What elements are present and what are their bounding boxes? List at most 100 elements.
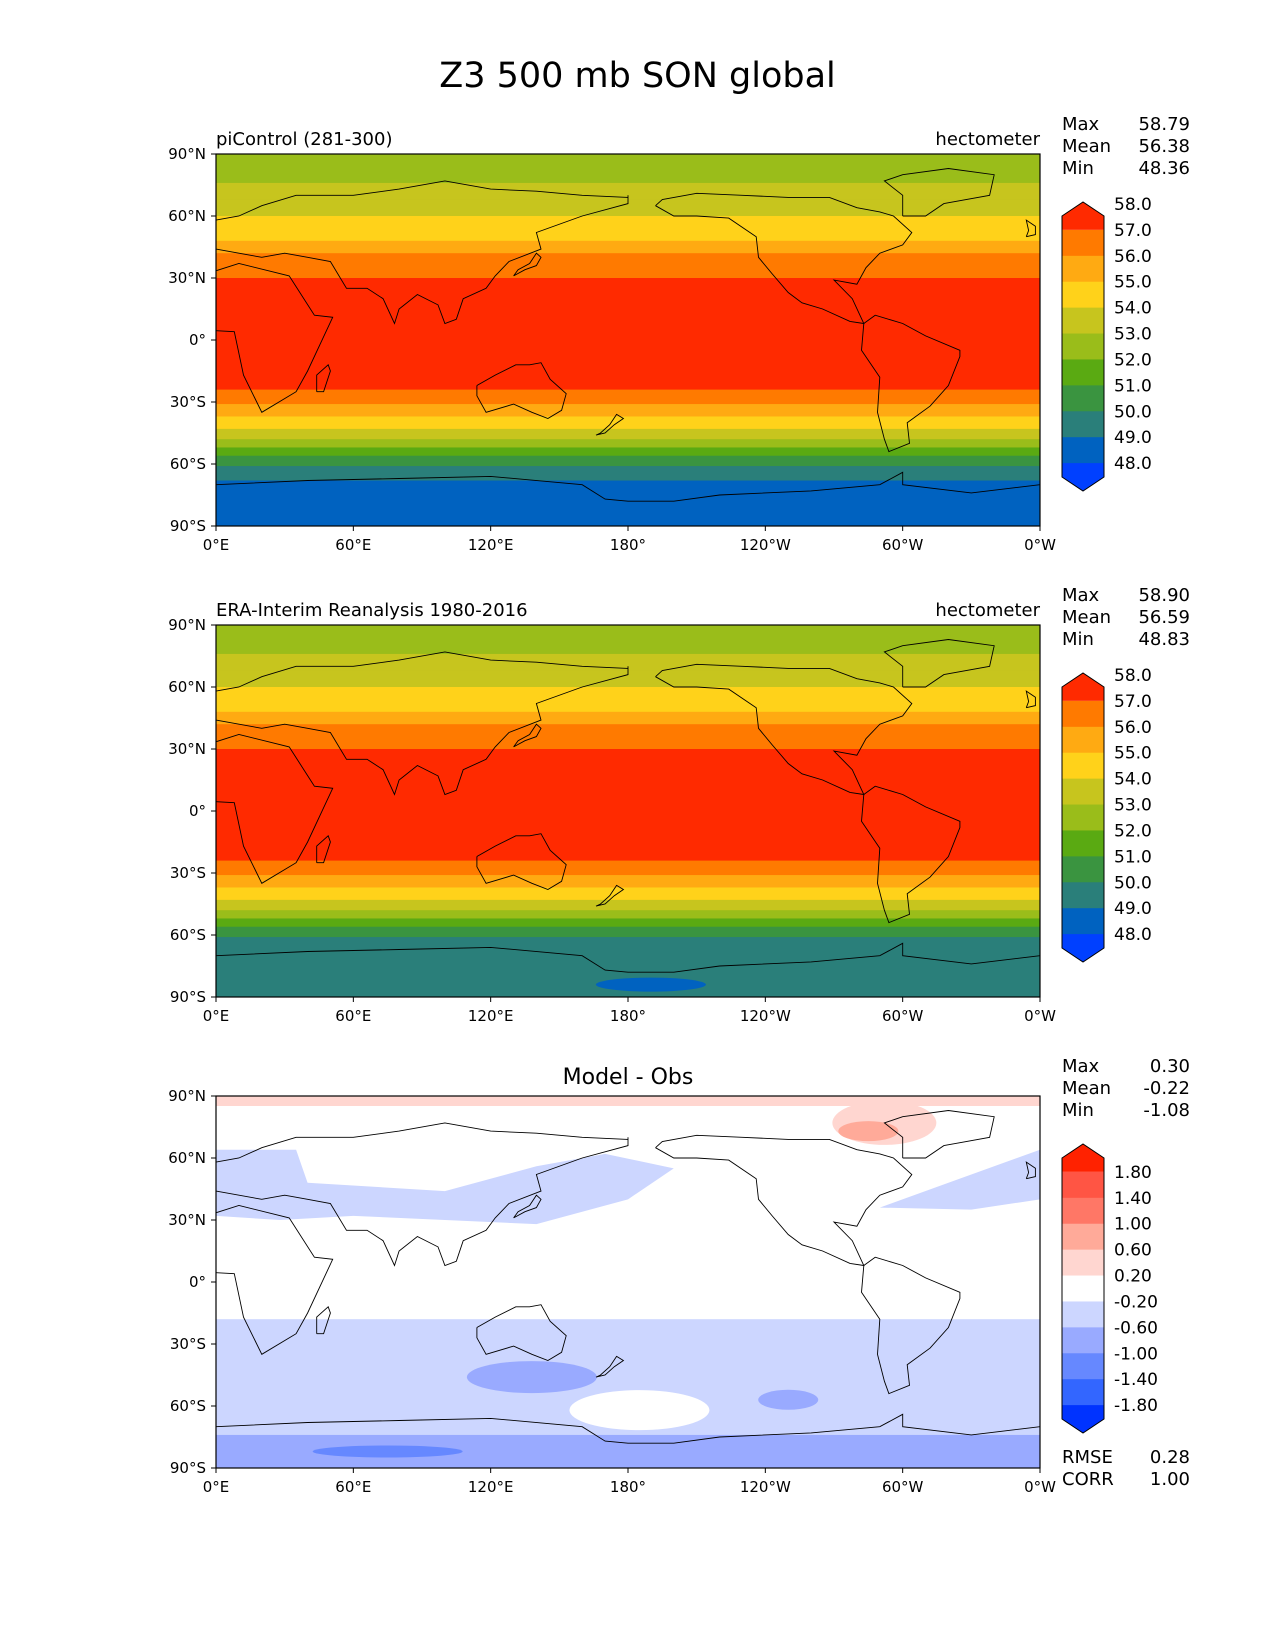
field-band <box>216 724 1040 738</box>
field-band <box>216 416 1040 430</box>
stat-value: 1.00 <box>1150 1469 1190 1490</box>
colorbar-label: 54.0 <box>1114 770 1152 790</box>
colorbar-label: 0.60 <box>1114 1241 1152 1261</box>
colorbar-label: 52.0 <box>1114 821 1152 841</box>
coastline <box>316 364 331 393</box>
colorbar-label: 50.0 <box>1114 873 1152 893</box>
coastline <box>316 835 331 864</box>
colorbar-label: 49.0 <box>1114 428 1152 448</box>
coastline <box>216 1122 629 1163</box>
field-band <box>216 240 1040 254</box>
coastline <box>655 192 913 325</box>
colorbar-segment <box>1062 1171 1104 1199</box>
map-field <box>216 625 1040 997</box>
field-band <box>216 860 1040 876</box>
lon-tick-label: 0°E <box>203 1478 230 1496</box>
lon-tick-label: 60°E <box>335 1478 371 1496</box>
colorbar-label: 0.20 <box>1114 1267 1152 1287</box>
coastline <box>216 666 629 796</box>
colorbar-frame <box>1061 672 1105 963</box>
stat-label: Mean <box>1062 607 1111 628</box>
colorbar-segment <box>1062 359 1104 386</box>
coastline <box>216 1205 334 1355</box>
coastline <box>1025 690 1036 709</box>
colorbar-label: 54.0 <box>1114 299 1152 319</box>
field-band <box>216 887 1040 901</box>
colorbar-segment <box>1062 934 1104 962</box>
colorbar-label: 56.0 <box>1114 247 1152 267</box>
colorbar-label: 50.0 <box>1114 402 1152 422</box>
field-band <box>216 711 1040 725</box>
field-band <box>216 216 1040 229</box>
field-band <box>216 154 1040 184</box>
colorbar-label: 57.0 <box>1114 692 1152 712</box>
colorbar-label: 49.0 <box>1114 899 1152 919</box>
stat-value: -1.08 <box>1143 1100 1190 1121</box>
colorbar-label: -0.60 <box>1114 1318 1158 1338</box>
colorbar-segment <box>1062 908 1104 935</box>
coastline <box>476 1304 567 1361</box>
stat-label: RMSE <box>1062 1447 1113 1468</box>
field-band <box>216 199 1040 217</box>
colorbar-segment <box>1062 1405 1104 1433</box>
figure-title: Z3 500 mb SON global <box>439 56 836 96</box>
colorbar-segment <box>1062 307 1104 335</box>
lat-tick-label: 30°N <box>168 269 206 287</box>
coastline <box>216 942 1040 973</box>
field-band <box>838 1121 899 1142</box>
lon-tick-label: 0°E <box>203 1007 230 1025</box>
lat-tick-label: 0° <box>189 331 206 349</box>
stat-value: 56.38 <box>1138 136 1190 157</box>
colorbar-label: 55.0 <box>1114 273 1152 293</box>
colorbar-label: -1.40 <box>1114 1370 1158 1390</box>
colorbar-frame <box>1061 1143 1105 1434</box>
field-band <box>216 749 1040 862</box>
coastline <box>883 639 995 688</box>
colorbar-segment <box>1062 463 1104 491</box>
field-band <box>216 736 1040 750</box>
colorbar-label: 55.0 <box>1114 744 1152 764</box>
stat-label: Max <box>1062 114 1100 135</box>
colorbar-segment <box>1062 830 1104 857</box>
coastline <box>216 195 629 325</box>
lat-tick-label: 30°S <box>170 1335 206 1353</box>
lon-tick-label: 60°E <box>335 1007 371 1025</box>
lat-tick-label: 90°N <box>168 616 206 634</box>
lat-tick-label: 0° <box>189 802 206 820</box>
colorbar-label: -1.80 <box>1114 1396 1158 1416</box>
colorbar-label: 51.0 <box>1114 847 1152 867</box>
field-band <box>216 653 1040 671</box>
panel-units: hectometer <box>935 600 1040 621</box>
colorbar-segment <box>1062 281 1104 309</box>
field-band <box>216 278 1040 391</box>
colorbar-label: 53.0 <box>1114 325 1152 345</box>
field-band <box>216 439 1040 448</box>
colorbar-frame <box>1061 201 1105 492</box>
lon-tick-label: 180° <box>610 536 646 554</box>
coastline <box>655 663 913 796</box>
lat-tick-label: 60°N <box>168 207 206 225</box>
stat-value: 56.59 <box>1138 607 1190 628</box>
field-band <box>569 1390 710 1431</box>
coastline <box>476 362 567 419</box>
lat-tick-label: 90°N <box>168 1087 206 1105</box>
colorbar-segment <box>1062 255 1104 283</box>
lon-tick-label: 180° <box>610 1007 646 1025</box>
stat-value: 48.83 <box>1138 629 1190 650</box>
lat-tick-label: 90°N <box>168 145 206 163</box>
lon-tick-label: 0°W <box>1024 1478 1056 1496</box>
colorbar-segment <box>1062 1249 1104 1277</box>
colorbar-segment <box>1062 411 1104 438</box>
coastline <box>595 1355 625 1378</box>
lon-tick-label: 60°W <box>882 536 924 554</box>
coastline <box>513 723 542 748</box>
coastline <box>595 884 625 907</box>
colorbar-label: -0.20 <box>1114 1292 1158 1312</box>
field-band <box>312 1445 463 1458</box>
colorbar-segment <box>1062 385 1104 412</box>
colorbar-label: 48.0 <box>1114 454 1152 474</box>
colorbar-segment <box>1062 700 1104 728</box>
coastline <box>883 168 995 217</box>
field-band <box>216 1149 674 1225</box>
